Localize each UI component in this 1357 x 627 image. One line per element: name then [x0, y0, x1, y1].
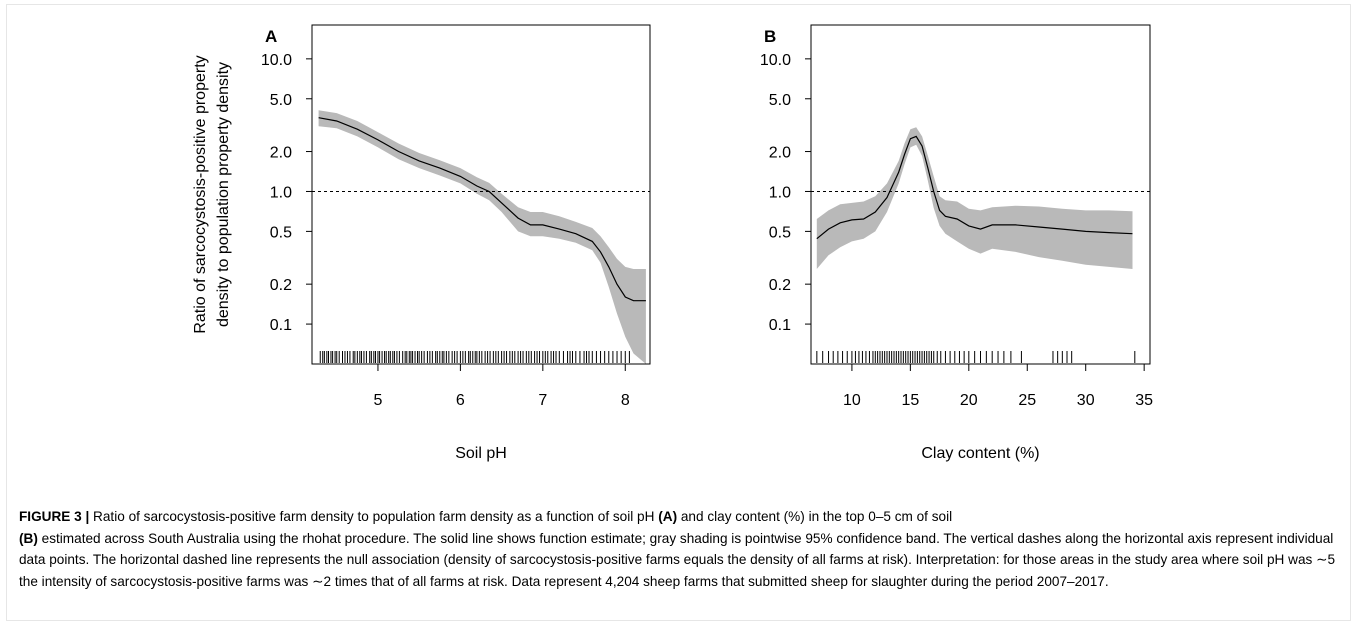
panel-b-y-tick-label: 0.2	[769, 277, 791, 294]
panel-b-y-tick-label: 0.5	[769, 224, 791, 241]
panel-b-y-tick-label: 5.0	[769, 92, 791, 109]
panel-a-y-tick-label: 0.1	[270, 317, 292, 334]
panel-b-y-tick-label: 1.0	[769, 184, 791, 201]
caption-text-1: Ratio of sarcocystosis-positive farm den…	[89, 509, 659, 524]
panel-b-x-tick-label: 25	[1018, 392, 1036, 409]
panel-a-x-tick-label: 8	[621, 392, 630, 409]
panel-b-x-tick-label: 20	[960, 392, 978, 409]
panel-b-y-tick-label: 2.0	[769, 145, 791, 162]
panel-b-estimate-line	[816, 135, 1133, 240]
panel-b: B 0.1 0.2 0.5 1.0 2.0 5.0 10.0 10 15 20 25 30 35 Clay …	[760, 24, 1153, 462]
panel-b-x-axis-label: Clay content (%)	[921, 445, 1039, 462]
panel-b-x-tick-label: 30	[1077, 392, 1095, 409]
caption-ref-b: (B)	[19, 530, 38, 546]
panel-a-y-axis-label-line-1: Ratio of sarcocystosis-positive property	[192, 55, 209, 333]
figure-plots: A 0.1 0.2 0.5 1.0 2.0 5.0 10.0 5 6 7 8 Soil pH Ratio …	[192, 24, 1153, 462]
panel-a-y-tick-label: 10.0	[261, 52, 292, 69]
panel-a-y-tick-label: 0.5	[270, 224, 292, 241]
panel-a-y-tick-label: 1.0	[270, 184, 292, 201]
panel-a-label: A	[265, 27, 277, 46]
panel-b-confidence-band	[816, 127, 1133, 269]
panel-a-estimate-line	[318, 117, 646, 302]
panel-a-confidence-band	[318, 110, 646, 364]
panel-b-y-tick-label: 0.1	[769, 317, 791, 334]
panel-b-label: B	[764, 27, 776, 46]
panel-a-y-tick-label: 0.2	[270, 277, 292, 294]
caption-text-2: and clay content (%) in the top 0–5 cm o…	[677, 509, 953, 524]
figure-frame	[6, 4, 1351, 621]
panel-b-plot-box	[810, 24, 1151, 365]
panel-a-x-tick-label: 6	[456, 392, 465, 409]
panel-a-x-tick-label: 5	[373, 392, 382, 409]
caption-ref-a: (A)	[658, 509, 678, 524]
panel-a-y-axis-label-line-2: density to population property density	[215, 62, 232, 327]
figure-caption: FIGURE 3 | Ratio of sarcocystosis-positi…	[19, 506, 1344, 592]
panel-b-x-tick-label: 35	[1135, 392, 1153, 409]
panel-a-y-tick-label: 2.0	[270, 145, 292, 162]
panel-a-x-axis-label: Soil pH	[455, 445, 507, 462]
panel-b-x-tick-label: 15	[901, 392, 919, 409]
panel-a-plot-box	[311, 24, 651, 365]
panel-a-y-tick-label: 5.0	[270, 92, 292, 109]
panel-b-x-tick-label: 10	[843, 392, 861, 409]
panel-b-y-tick-label: 10.0	[760, 52, 791, 69]
panel-a-x-tick-label: 7	[538, 392, 547, 409]
caption-text-3: estimated across South Australia using t…	[19, 530, 1336, 589]
panel-a: A 0.1 0.2 0.5 1.0 2.0 5.0 10.0 5 6 7 8 Soil pH Ratio …	[192, 24, 651, 462]
caption-figure-label: FIGURE 3 |	[19, 509, 90, 524]
